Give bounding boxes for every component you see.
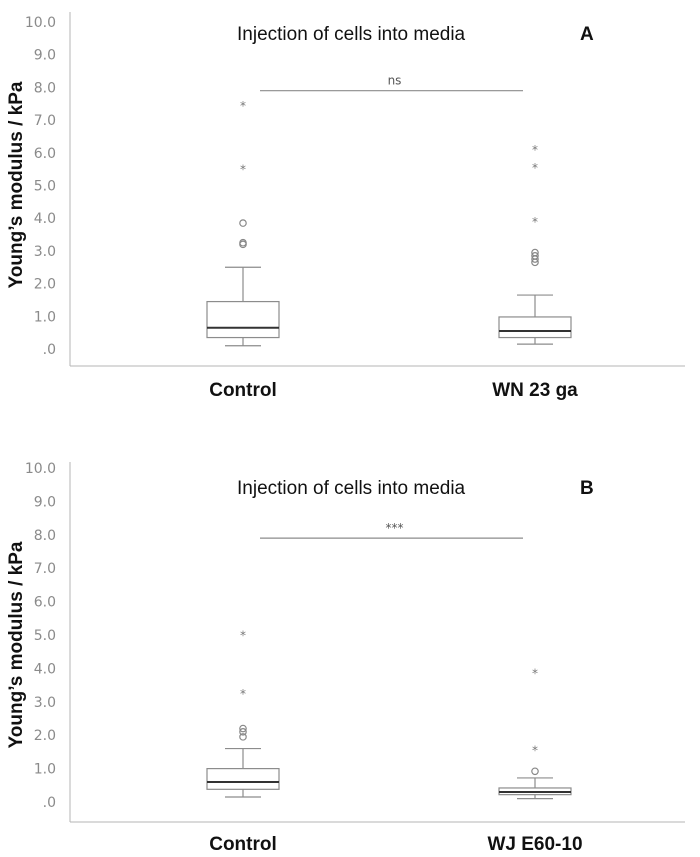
outlier-circle xyxy=(239,733,247,741)
y-tick-label: 10.0 xyxy=(25,461,56,477)
outlier-circle xyxy=(531,767,539,776)
y-tick-label: 8.0 xyxy=(34,80,56,96)
outlier-star: * xyxy=(532,143,538,157)
y-tick-label: .0 xyxy=(43,795,56,811)
outlier-circle xyxy=(239,219,247,227)
category-label-wj-e60-10: WJ E60-10 xyxy=(487,834,582,855)
category-label-control: Control xyxy=(209,380,277,401)
y-tick-label: 2.0 xyxy=(34,728,56,744)
outlier-circle xyxy=(239,728,247,736)
iqr-box xyxy=(206,300,280,339)
panel-label: B xyxy=(580,478,594,499)
outlier-star: * xyxy=(240,687,246,701)
outlier-star: * xyxy=(532,667,538,681)
y-tick-label: 6.0 xyxy=(34,146,56,162)
outlier-star: * xyxy=(240,163,246,177)
significance-label: *** xyxy=(386,521,404,535)
y-axis-label: Young’s modulus / kPa xyxy=(6,81,27,288)
outlier-circle xyxy=(239,238,247,247)
y-tick-label: 9.0 xyxy=(34,494,56,510)
y-tick-label: 8.0 xyxy=(34,528,56,544)
outlier-star: * xyxy=(532,215,538,229)
chart-title: Injection of cells into media xyxy=(237,24,466,45)
plot-area: *****ns xyxy=(206,74,572,347)
box-plot-1: * * * xyxy=(498,143,572,345)
y-tick-label: 3.0 xyxy=(34,244,56,260)
y-tick-label: 6.0 xyxy=(34,595,56,611)
outlier-circle xyxy=(239,724,247,733)
significance-label: ns xyxy=(388,74,402,88)
chart-title: Injection of cells into media xyxy=(237,478,466,499)
y-tick-label: 9.0 xyxy=(34,48,56,64)
box-plot-0: ** xyxy=(206,99,280,347)
y-tick-label: 1.0 xyxy=(34,762,56,778)
iqr-box xyxy=(498,316,572,339)
outlier-star: * xyxy=(532,744,538,758)
category-label-control: Control xyxy=(209,834,277,855)
outlier-star: * xyxy=(240,628,246,642)
y-tick-label: 5.0 xyxy=(34,628,56,644)
box-plot-0: ** xyxy=(206,628,280,798)
box-plot-1: ** xyxy=(498,667,572,800)
y-tick-label: 7.0 xyxy=(34,561,56,577)
outlier-circle xyxy=(531,248,539,257)
y-tick-label: 7.0 xyxy=(34,113,56,129)
panel-a: Young’s modulus / kPa Injection of cells… xyxy=(6,12,685,401)
y-tick-label: 3.0 xyxy=(34,695,56,711)
y-tick-label: 2.0 xyxy=(34,277,56,293)
y-tick-labels: .0 1.0 2.0 3.0 4.0 5.0 6.0 7.0 8.0 9.0 10.0 xyxy=(25,15,56,358)
panel-b: Young’s modulus / kPa Injection of cells… xyxy=(6,461,685,855)
outlier-star: * xyxy=(240,99,246,113)
outlier-star: * xyxy=(532,161,538,175)
y-tick-label: 10.0 xyxy=(25,15,56,31)
y-tick-label: 1.0 xyxy=(34,309,56,325)
category-label-wn-23-ga: WN 23 ga xyxy=(492,380,578,401)
y-axis-label: Young’s modulus / kPa xyxy=(6,541,27,748)
panel-label: A xyxy=(580,24,594,45)
y-tick-label: 4.0 xyxy=(34,211,56,227)
y-tick-labels: .0 1.0 2.0 3.0 4.0 5.0 6.0 7.0 8.0 9.0 10.0 xyxy=(25,461,56,811)
y-tick-label: .0 xyxy=(43,342,56,358)
outlier-circle xyxy=(531,252,539,260)
y-tick-label: 5.0 xyxy=(34,179,56,195)
plot-area: ******* xyxy=(206,521,572,800)
iqr-box xyxy=(206,767,280,790)
y-tick-label: 4.0 xyxy=(34,661,56,677)
